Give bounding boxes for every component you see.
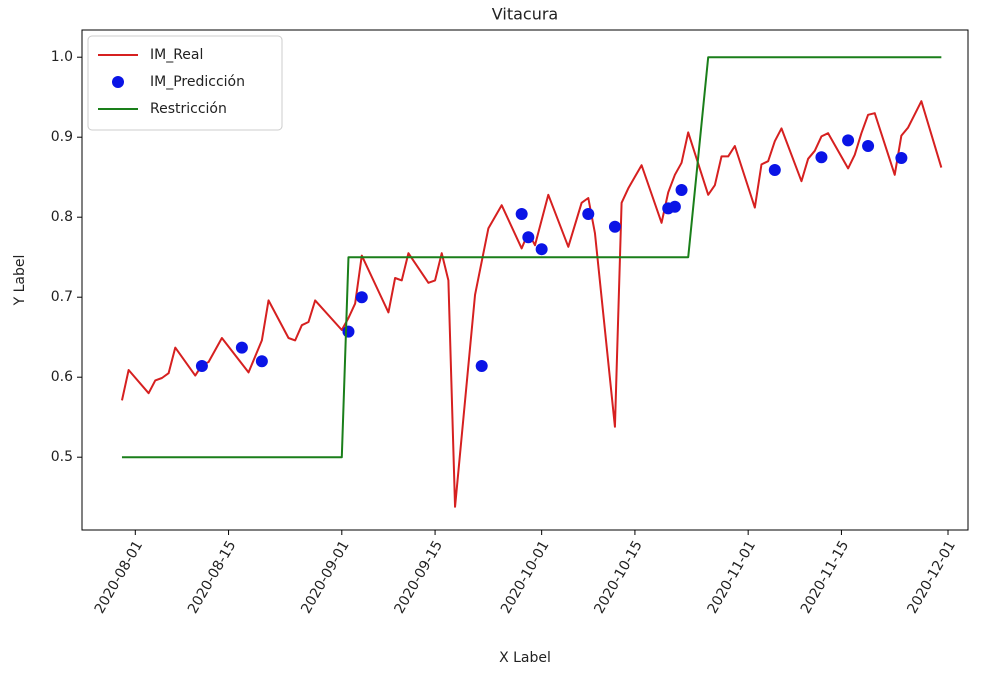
data-point (862, 140, 875, 152)
x-tick-label: 2020-08-01 (92, 538, 147, 616)
x-tick-label: 2020-08-15 (185, 538, 240, 616)
x-tick-label: 2020-12-01 (904, 538, 959, 616)
data-point (675, 184, 688, 196)
legend-label: IM_Real (150, 47, 203, 63)
data-point (582, 208, 595, 220)
x-tick-label: 2020-09-01 (298, 538, 353, 616)
chart-title: Vitacura (492, 5, 558, 24)
legend-marker (112, 76, 124, 88)
y-axis-label: Y Label (12, 255, 28, 307)
y-tick-label: 0.5 (51, 449, 73, 465)
data-point (255, 355, 268, 368)
data-point (515, 208, 528, 220)
x-tick-label: 2020-11-01 (705, 538, 760, 616)
data-point (475, 360, 488, 372)
legend-label: IM_Predicción (150, 74, 245, 90)
y-tick-label: 0.9 (51, 129, 73, 145)
x-tick-label: 2020-11-15 (798, 538, 853, 616)
legend-box (87, 35, 283, 131)
data-line (121, 56, 942, 459)
x-tick-label: 2020-10-01 (498, 538, 553, 616)
y-tick-label: 0.8 (51, 209, 73, 225)
x-axis-label: X Label (499, 650, 551, 666)
plot-frame (81, 29, 969, 531)
data-point (668, 200, 681, 213)
data-line (120, 100, 943, 508)
data-point (842, 134, 855, 147)
y-tick-label: 0.7 (51, 289, 73, 305)
data-point (195, 360, 208, 372)
data-point (608, 220, 621, 233)
data-point (235, 341, 248, 354)
legend-label: Restricción (150, 101, 227, 117)
y-tick-label: 1.0 (51, 49, 73, 65)
x-tick-label: 2020-10-15 (591, 538, 646, 616)
x-tick-label: 2020-09-15 (391, 538, 446, 616)
data-point (342, 325, 355, 338)
data-point (535, 243, 548, 256)
data-point (355, 291, 368, 304)
data-point (522, 231, 535, 244)
data-point (895, 152, 908, 164)
data-point (815, 151, 828, 164)
data-point (768, 164, 781, 176)
y-tick-label: 0.6 (51, 369, 73, 385)
